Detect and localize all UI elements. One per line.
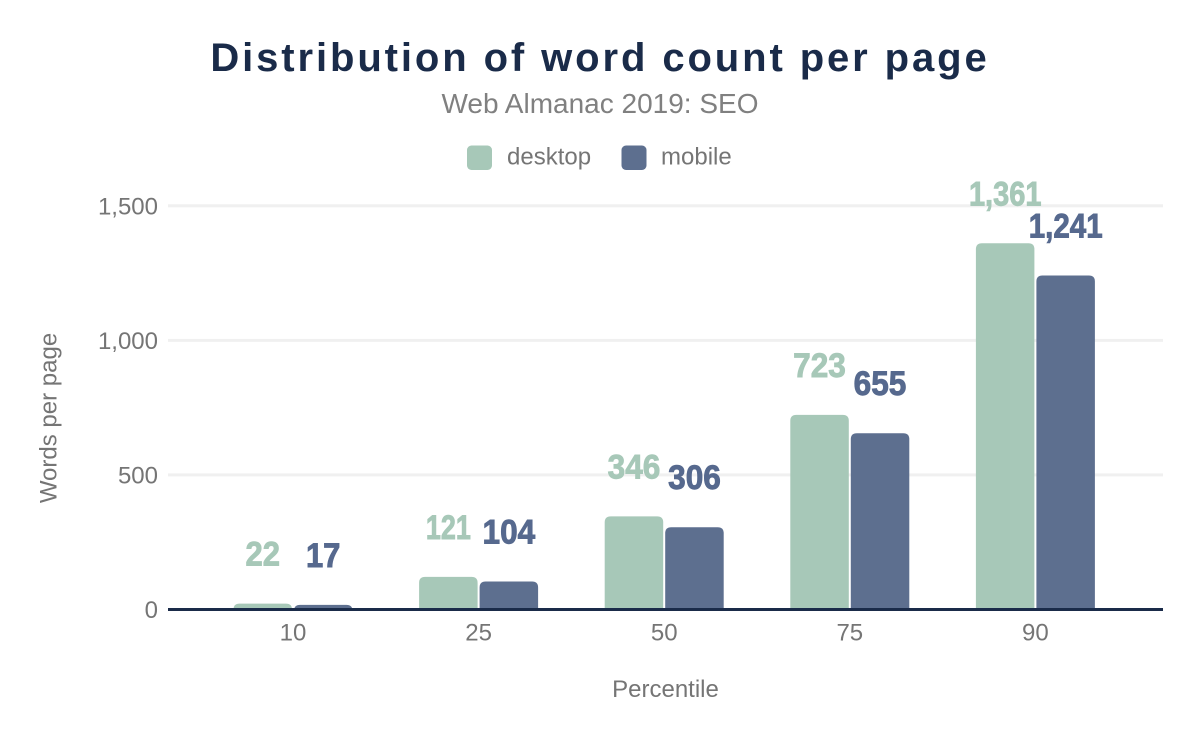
svg-text:Distribution of word count per: Distribution of word count per page xyxy=(210,36,989,80)
svg-text:1,000: 1,000 xyxy=(98,328,158,355)
svg-text:723: 723 xyxy=(793,347,846,385)
svg-text:50: 50 xyxy=(651,620,678,647)
svg-text:90: 90 xyxy=(1022,620,1049,647)
svg-text:Percentile: Percentile xyxy=(612,676,719,703)
svg-text:655: 655 xyxy=(854,365,907,403)
svg-text:500: 500 xyxy=(118,462,158,489)
svg-text:346: 346 xyxy=(608,448,661,486)
svg-text:desktop: desktop xyxy=(507,144,591,171)
svg-text:306: 306 xyxy=(668,459,721,497)
svg-text:Words per page: Words per page xyxy=(36,333,63,503)
svg-text:0: 0 xyxy=(145,597,158,624)
svg-text:25: 25 xyxy=(465,620,492,647)
svg-text:1,241: 1,241 xyxy=(1029,208,1103,246)
svg-text:10: 10 xyxy=(280,620,307,647)
svg-text:104: 104 xyxy=(483,514,536,552)
svg-text:1,500: 1,500 xyxy=(98,193,158,220)
svg-text:mobile: mobile xyxy=(661,144,732,171)
svg-text:22: 22 xyxy=(246,536,281,574)
svg-text:Web Almanac 2019: SEO: Web Almanac 2019: SEO xyxy=(442,88,759,119)
svg-text:17: 17 xyxy=(306,537,341,575)
svg-text:75: 75 xyxy=(836,620,863,647)
svg-text:121: 121 xyxy=(426,509,471,547)
svg-text:1,361: 1,361 xyxy=(969,175,1042,213)
